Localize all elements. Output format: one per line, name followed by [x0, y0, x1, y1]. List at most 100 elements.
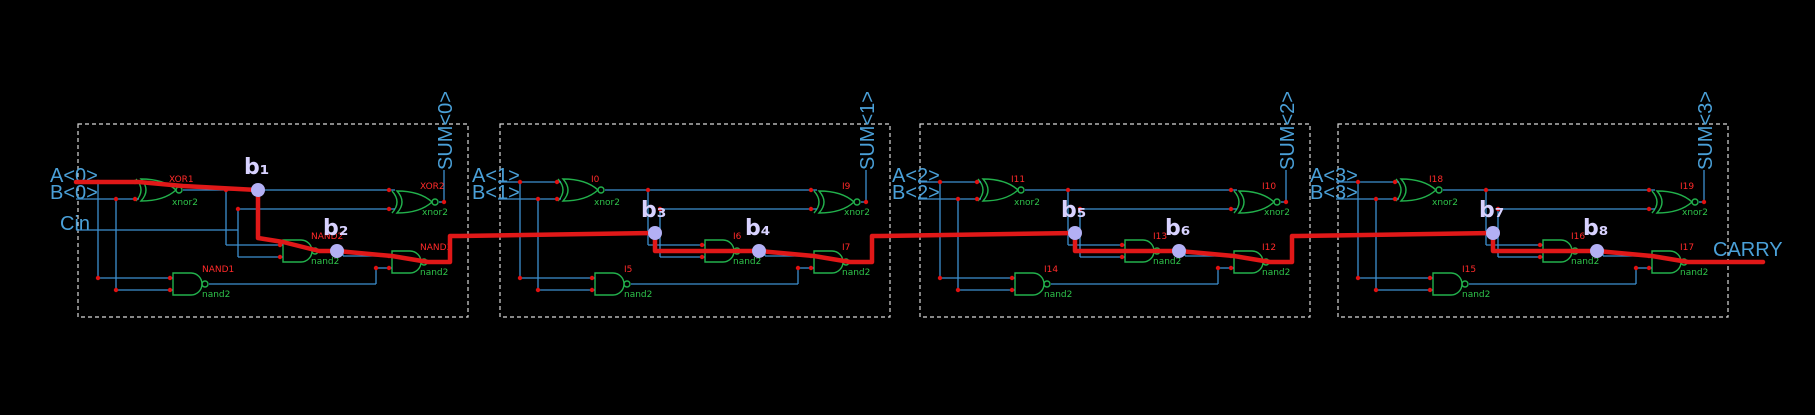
marker-3: b₃ [641, 198, 666, 240]
marker-label: b₂ [323, 216, 348, 241]
nand-out-instance-label: I7 [842, 243, 850, 253]
xor-gate-b-input-arc [391, 190, 398, 214]
pin-dot [235, 206, 241, 212]
xor-b-instance-label: XOR2 [420, 182, 445, 192]
pin-dot [1373, 287, 1379, 293]
nand-low-cell-label: nand2 [1462, 290, 1490, 300]
nand-mid-instance-label: I13 [1153, 232, 1167, 242]
xor-gate-a [561, 178, 600, 202]
pin-dot [554, 179, 560, 185]
pin-dot [1283, 199, 1289, 205]
marker-dot [1590, 244, 1604, 258]
pin-dot [1701, 199, 1707, 205]
xor-gate-a [1399, 178, 1438, 202]
pin-dot [1392, 179, 1398, 185]
pin-dot [535, 287, 541, 293]
pin-dot [1646, 206, 1652, 212]
nand-out-cell-label: nand2 [420, 268, 448, 278]
pin-dot [1077, 206, 1083, 212]
marker-1: b₁ [244, 155, 269, 197]
carry-out-label: CARRY [1713, 239, 1783, 261]
stage-boundary [1337, 123, 1729, 318]
pin-dot [386, 187, 392, 193]
xor-gate-b-bubble [1691, 198, 1699, 206]
xor-gate-a [139, 178, 178, 202]
pin-dot [1427, 275, 1433, 281]
nand-mid-cell-label: nand2 [1153, 257, 1181, 267]
pin-dot [535, 196, 541, 202]
pin-dot [95, 275, 101, 281]
nand-gate-low [172, 272, 203, 296]
xor-gate-b-input-arc [1233, 190, 1240, 214]
pin-dot [808, 206, 814, 212]
pin-dot [1228, 265, 1234, 271]
pin-dot [1427, 287, 1433, 293]
xor-a-instance-label: I0 [591, 175, 600, 185]
pin-dot [589, 287, 595, 293]
pin-dot [1009, 287, 1015, 293]
pin-dot [1537, 254, 1543, 260]
xor-gate-a-bubble [597, 186, 605, 194]
xor-gate-a [981, 178, 1020, 202]
xor-gate-b [395, 190, 434, 214]
xor-gate-b [1237, 190, 1276, 214]
marker-label: b₈ [1583, 216, 1608, 241]
xor-gate-a-bubble [1435, 186, 1443, 194]
marker-label: b₁ [244, 155, 269, 180]
pin-b-label: B<0> [50, 182, 98, 204]
xor-b-instance-label: I19 [1680, 182, 1694, 192]
pin-dot [113, 287, 119, 293]
xor-a-instance-label: I18 [1429, 175, 1443, 185]
marker-label: b₄ [745, 216, 770, 241]
stage-boundary [499, 123, 891, 318]
xor-a-cell-label: xnor2 [172, 198, 198, 208]
pin-dot [589, 275, 595, 281]
nand-low-instance-label: NAND1 [202, 265, 234, 275]
nand-low-cell-label: nand2 [624, 290, 652, 300]
xor-gate-b-bubble [1273, 198, 1281, 206]
pin-dot [167, 275, 173, 281]
xor-a-instance-label: XOR1 [169, 175, 194, 185]
xor-gate-b-input-arc [813, 190, 820, 214]
xor-gate-b [817, 190, 856, 214]
xor-gate-b [1655, 190, 1694, 214]
nand-mid-instance-label: I16 [1571, 232, 1585, 242]
xor-b-cell-label: xnor2 [1682, 208, 1708, 218]
pin-dot [1495, 206, 1501, 212]
nand-mid-instance-label: NAND2 [311, 232, 343, 242]
pin-dot [863, 199, 869, 205]
pin-dot [441, 199, 447, 205]
pin-dot [1215, 265, 1221, 271]
pin-dot [1537, 242, 1543, 248]
pin-dot [795, 265, 801, 271]
nand-gate-low-bubble [623, 280, 631, 288]
xor-b-cell-label: xnor2 [844, 208, 870, 218]
marker-label: b₅ [1061, 198, 1086, 223]
nand-mid-instance-label: I6 [733, 232, 742, 242]
marker-dot [1068, 226, 1082, 240]
pin-dot [386, 206, 392, 212]
marker-dot [1172, 244, 1186, 258]
nand-gate-low-bubble [1043, 280, 1051, 288]
pin-dot [132, 196, 138, 202]
pin-dot [974, 196, 980, 202]
pin-dot [955, 287, 961, 293]
pin-dot [1373, 196, 1379, 202]
adder-stage-2: A<2>B<2>SUM<2>I11xnor2I10xnor2I13nand2I1… [892, 91, 1311, 318]
nand-out-instance-label: I17 [1680, 243, 1694, 253]
xor-gate-b-bubble [431, 198, 439, 206]
pin-dot [808, 187, 814, 193]
pin-dot [517, 275, 523, 281]
marker-dot [251, 183, 265, 197]
xor-a-instance-label: I11 [1011, 175, 1025, 185]
pin-dot [699, 242, 705, 248]
nand-gate-low [1014, 272, 1045, 296]
marker-dot [330, 244, 344, 258]
pin-dot [657, 206, 663, 212]
pin-dot [1119, 254, 1125, 260]
nand-out-instance-label: NAND3 [420, 243, 452, 253]
xor-gate-a-bubble [1017, 186, 1025, 194]
adder-stage-1: A<1>B<1>SUM<1>I0xnor2I9xnor2I6nand2I5nan… [472, 91, 891, 318]
pin-dot [937, 275, 943, 281]
